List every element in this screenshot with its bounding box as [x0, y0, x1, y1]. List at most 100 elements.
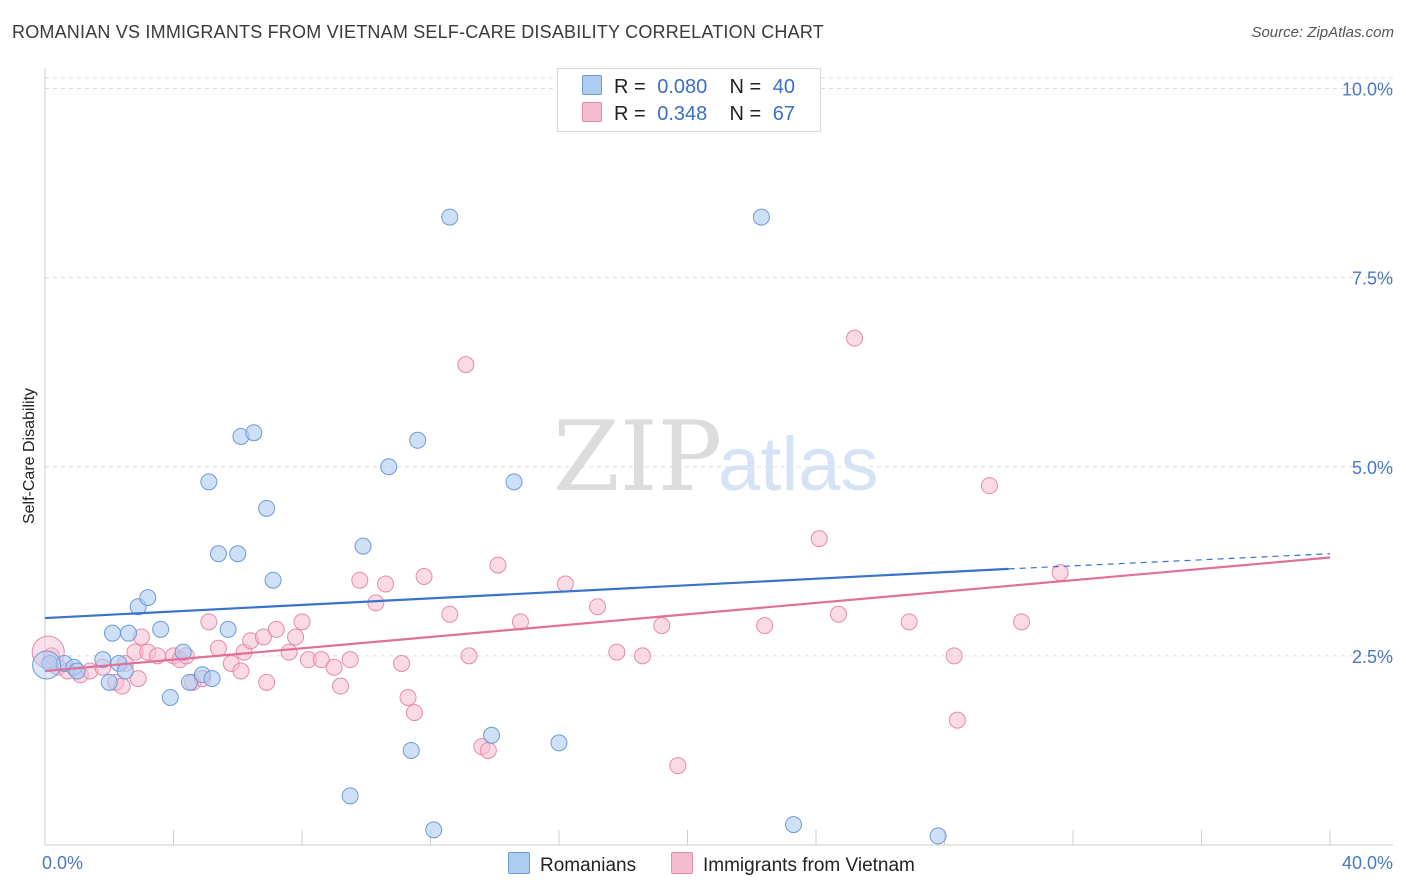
x-tick-label-right: 40.0%	[1342, 853, 1393, 873]
romanian-point	[152, 620, 170, 638]
romanian-point	[203, 670, 221, 688]
romanian-point	[174, 643, 192, 661]
vietnam-point	[846, 329, 864, 347]
romanian-point	[550, 734, 568, 752]
vietnam-point	[608, 643, 626, 661]
vietnam-point	[200, 613, 218, 631]
vietnam-point	[945, 647, 963, 665]
vietnam-point	[332, 677, 350, 695]
romanian-point	[103, 624, 121, 642]
legend-swatch-romanians	[582, 75, 602, 95]
romanian-point	[354, 537, 372, 555]
vietnam-point	[653, 617, 671, 635]
romanian-point	[483, 726, 501, 744]
vietnam-point	[351, 571, 369, 589]
legend-r-label: R =	[614, 103, 646, 125]
legend-r-value: 0.080	[657, 76, 708, 98]
legend-n-value: 40	[772, 76, 796, 98]
y-tick-label: 7.5%	[1352, 269, 1393, 289]
romanian-point	[100, 673, 118, 691]
axis-layer	[44, 68, 1393, 846]
legend-row-vietnam: R = 0.348 N = 67	[582, 102, 795, 128]
chart-title: ROMANIAN VS IMMIGRANTS FROM VIETNAM SELF…	[12, 22, 824, 42]
vietnam-point	[325, 658, 343, 676]
vietnam-point	[312, 651, 330, 669]
bottom-legend-romanians: Romanians	[508, 852, 636, 877]
legend-n-label: N =	[729, 76, 762, 98]
vietnam-point	[457, 356, 475, 374]
romanian-point	[245, 424, 263, 442]
romanian-point	[425, 821, 443, 839]
vietnam-point	[254, 628, 272, 646]
vietnam-point	[258, 673, 276, 691]
romanian-point	[380, 458, 398, 476]
vietnam-point	[810, 530, 828, 548]
romanian-point	[219, 620, 237, 638]
vietnam-point	[367, 594, 385, 612]
bottom-swatch-romanians	[508, 852, 530, 874]
romanian-point	[68, 662, 86, 680]
vietnam-point	[829, 605, 847, 623]
legend-swatch-vietnam	[582, 102, 602, 122]
vietnam-point	[341, 651, 359, 669]
romanian-point	[752, 208, 770, 226]
romanian-point	[785, 816, 803, 834]
romanian-point	[505, 473, 523, 491]
vietnam-point	[556, 575, 574, 593]
y-axis-label: Self-Care Disability	[21, 388, 38, 524]
vietnam-point	[634, 647, 652, 665]
romanian-point	[402, 741, 420, 759]
y-tick-label: 10.0%	[1342, 80, 1393, 100]
romanian-point	[181, 673, 199, 691]
romanian-point	[229, 545, 247, 563]
vietnam-point	[129, 670, 147, 688]
vietnam-point	[980, 477, 998, 495]
bottom-legend-label: Romanians	[540, 855, 637, 876]
vietnam-point	[377, 575, 395, 593]
romanian-point	[32, 650, 62, 680]
legend-n-label: N =	[729, 103, 762, 125]
vietnam-point	[1013, 613, 1031, 631]
vietnam-point	[460, 647, 478, 665]
vietnam-point	[209, 639, 227, 657]
romanian-point	[209, 545, 227, 563]
legend: R = 0.080 N = 40 R = 0.348 N = 67	[557, 68, 821, 132]
vietnam-point	[479, 741, 497, 759]
vietnam-point	[948, 711, 966, 729]
bottom-swatch-vietnam	[671, 852, 693, 874]
vietnam-point	[415, 567, 433, 585]
x-tick-label-left: 0.0%	[42, 853, 83, 873]
vietnam-point	[287, 628, 305, 646]
vietnam-point	[589, 598, 607, 616]
romanian-point	[94, 651, 112, 669]
romanian-point	[120, 624, 138, 642]
romanian-point	[341, 787, 359, 805]
vietnam-trend-line	[44, 556, 1331, 673]
vietnam-point	[267, 620, 285, 638]
y-tick-labels: 2.5% 5.0% 7.5% 10.0%	[1342, 80, 1393, 667]
vietnam-point	[232, 662, 250, 680]
bottom-legend-vietnam: Immigrants from Vietnam	[671, 852, 915, 877]
chart-source: Source: ZipAtlas.com	[1251, 24, 1394, 41]
watermark-zip: ZIP	[553, 401, 722, 513]
romanian-point	[139, 589, 157, 607]
romanian-point	[200, 473, 218, 491]
watermark-atlas: atlas	[718, 422, 879, 507]
vietnam-point	[393, 654, 411, 672]
trend-lines	[44, 553, 1331, 673]
legend-row-romanians: R = 0.080 N = 40	[582, 75, 795, 101]
y-tick-label: 5.0%	[1352, 458, 1393, 478]
x-tick-marks	[44, 830, 1331, 845]
romanian-point	[409, 431, 427, 449]
vietnam-point	[669, 757, 687, 775]
romanian-point	[161, 688, 179, 706]
romanian-point	[264, 571, 282, 589]
vietnam-point	[900, 613, 918, 631]
y-tick-label: 2.5%	[1352, 647, 1393, 667]
vietnam-point	[399, 688, 417, 706]
romanian-point	[258, 499, 276, 517]
bottom-legend-label: Immigrants from Vietnam	[703, 855, 915, 876]
vietnam-point	[280, 643, 298, 661]
vietnam-points	[31, 329, 1069, 775]
